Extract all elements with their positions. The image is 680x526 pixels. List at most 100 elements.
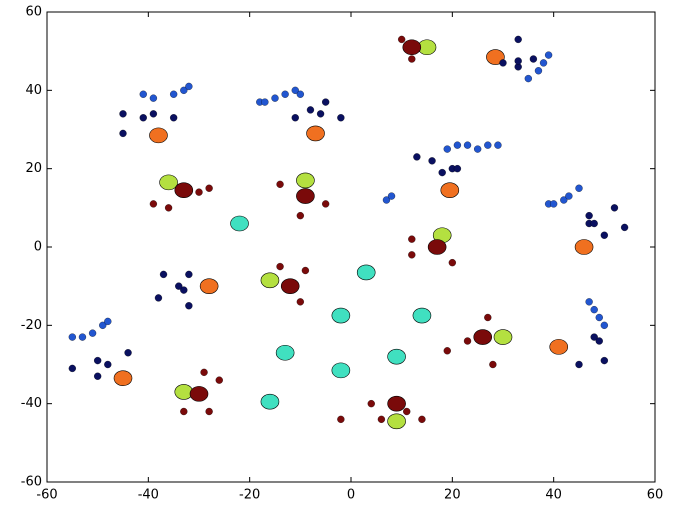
point [291,114,299,122]
point [418,415,426,423]
point [427,239,447,255]
point [565,192,573,200]
point [306,125,325,142]
point [139,90,147,98]
point [600,321,608,329]
point [590,219,598,228]
point [149,127,168,144]
point [585,212,593,220]
point [514,57,522,65]
point [149,110,158,118]
point [180,86,188,94]
point [494,141,502,149]
point [159,174,178,191]
point [595,337,603,345]
point [199,278,219,294]
point [549,339,569,355]
point [180,286,188,294]
point [387,413,406,430]
point [438,168,446,177]
point [296,172,315,189]
point [408,235,416,243]
point [276,262,284,271]
point [296,188,315,204]
point [260,272,280,289]
point [544,51,553,59]
point [585,298,593,306]
y-tick-label: 0 [34,240,42,255]
point [448,259,456,267]
point [387,395,406,412]
point [271,94,279,102]
point [68,364,76,373]
point [119,129,127,138]
point [356,264,376,281]
point [331,362,351,379]
point [590,306,598,314]
point [412,307,432,324]
x-tick-label: 20 [444,488,461,503]
point [486,49,505,65]
point [200,368,208,376]
point [489,360,497,369]
point [443,347,451,355]
y-tick-label: -20 [21,318,42,333]
point [367,400,375,408]
point [306,106,315,114]
point [377,415,386,423]
point [575,184,583,192]
point [185,82,193,91]
point [189,386,209,402]
point [574,239,594,255]
point [78,333,87,341]
point [280,278,300,294]
point [474,145,482,153]
point [94,356,102,365]
point [164,204,173,212]
point [539,59,548,67]
x-tick-label: 60 [647,488,664,503]
point [276,180,284,188]
point [94,372,102,380]
point [154,294,163,302]
point [463,141,472,149]
point [484,141,492,149]
point [524,74,532,83]
point [316,110,325,118]
point [195,188,203,196]
point [413,153,421,161]
point [403,407,411,416]
point [88,329,97,337]
point [180,407,188,416]
point [185,270,193,279]
point [463,337,472,345]
x-tick-label: 40 [545,488,562,503]
point [402,39,422,56]
point [296,90,304,98]
point [170,90,178,98]
point [281,90,289,98]
point [610,204,619,212]
point [473,329,493,345]
point [119,110,127,118]
y-tick-label: -60 [21,475,42,490]
point [560,196,568,204]
x-tick-label: -60 [36,488,57,503]
point [440,182,460,199]
point [575,360,583,369]
point [175,282,183,290]
point [322,98,330,106]
point [337,415,345,423]
point [600,356,608,365]
point [174,182,194,199]
point [590,333,598,341]
point [104,360,112,369]
point [275,344,295,361]
y-tick-label: -40 [21,396,42,411]
point [382,196,391,204]
point [534,67,543,75]
point [301,266,310,275]
point [322,200,330,208]
point [550,200,558,208]
